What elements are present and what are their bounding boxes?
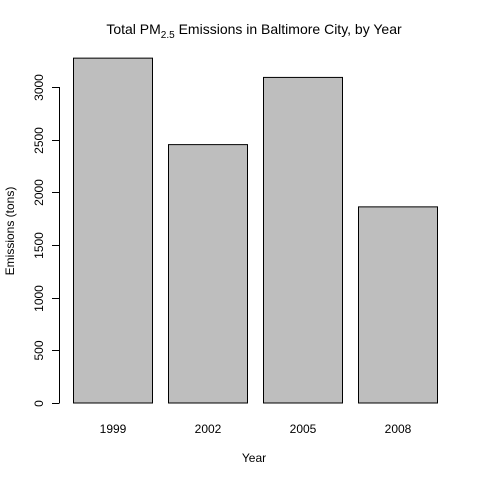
y-tick-label-0: 0 bbox=[32, 400, 46, 407]
y-tick-label-3000: 3000 bbox=[32, 74, 46, 101]
chart-title-subscript: 2.5 bbox=[161, 30, 175, 41]
bar-2008 bbox=[358, 206, 438, 404]
y-tick-label-2000: 2000 bbox=[32, 179, 46, 206]
y-tick-label-2500: 2500 bbox=[32, 127, 46, 154]
x-tick-label-2008: 2008 bbox=[385, 422, 412, 436]
x-tick-label-2005: 2005 bbox=[290, 422, 317, 436]
y-axis-label: Emissions (tons) bbox=[3, 187, 17, 276]
y-axis: 0 500 1000 1500 2000 2500 3000 bbox=[32, 74, 60, 407]
chart-title: Total PM2.5 Emissions in Baltimore City,… bbox=[106, 21, 402, 41]
bar-2002 bbox=[168, 144, 248, 404]
x-tick-label-1999: 1999 bbox=[100, 422, 127, 436]
y-tick-label-1500: 1500 bbox=[32, 232, 46, 259]
chart-title-suffix: Emissions in Baltimore City, by Year bbox=[175, 21, 402, 37]
bar-2005 bbox=[263, 76, 343, 404]
y-tick-label-500: 500 bbox=[32, 340, 46, 360]
x-axis-label: Year bbox=[242, 451, 266, 465]
y-tick-label-1000: 1000 bbox=[32, 285, 46, 312]
x-tick-label-2002: 2002 bbox=[195, 422, 222, 436]
x-axis-tick-labels: 1999 2002 2005 2008 bbox=[100, 422, 412, 436]
chart-title-prefix: Total PM bbox=[106, 21, 160, 37]
bar-1999 bbox=[73, 57, 153, 404]
bars-group bbox=[73, 57, 438, 404]
